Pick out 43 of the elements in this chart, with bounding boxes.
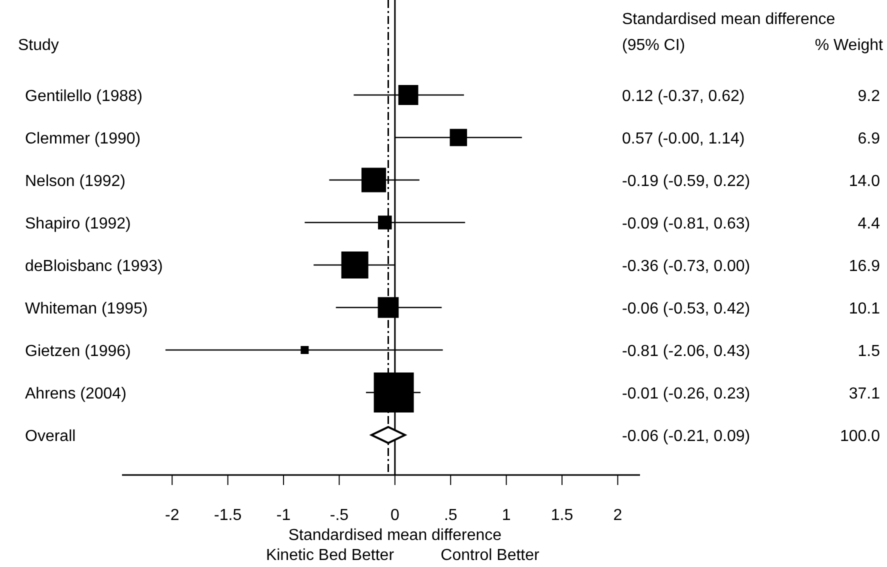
text: 14.0 <box>848 173 880 190</box>
text: 9.2 <box>858 88 880 105</box>
text: % Weight <box>814 37 884 54</box>
data-label: -0.36 (-0.73, 0.00) <box>622 258 750 275</box>
text: 37.1 <box>848 386 880 402</box>
data-label: 0.12 (-0.37, 0.62) <box>622 88 745 105</box>
data-label: 0.57 (-0.00, 1.14) <box>622 130 745 148</box>
x-tick-label: 1 <box>502 507 511 524</box>
data-label: -0.09 (-0.81, 0.63) <box>622 216 750 232</box>
text: 16.9 <box>848 258 880 275</box>
text: 10.1 <box>848 300 880 318</box>
y-tick-label: Gentilello (1988) <box>25 88 142 105</box>
data-label: -0.19 (-0.59, 0.22) <box>622 173 750 190</box>
text: Standardised mean difference <box>622 11 836 28</box>
data-label: -0.81 (-2.06, 0.43) <box>622 343 750 360</box>
y-tick-label: Gietzen (1996) <box>25 343 131 360</box>
x-tick-label: 1.5 <box>550 507 574 524</box>
x-tick-label: 2 <box>613 507 622 524</box>
text: 100.0 <box>840 428 880 445</box>
text: Study <box>18 37 59 54</box>
x-tick-label: 0 <box>390 507 400 524</box>
text: (95% CI) <box>622 37 686 54</box>
text: Control Better <box>440 547 540 564</box>
y-tick-label: Overall <box>25 428 76 445</box>
text: Kinetic Bed Better <box>266 547 395 564</box>
x-tick-label: -.5 <box>330 507 349 524</box>
x-axis-title: Standardised mean difference <box>288 527 502 544</box>
x-tick-label: .5 <box>444 507 458 524</box>
x-tick-label: -1.5 <box>214 507 242 524</box>
data-label: -0.01 (-0.26, 0.23) <box>622 386 750 402</box>
annotation: -0.06 (-0.21, 0.09) <box>622 428 750 445</box>
y-tick-label: Whiteman (1995) <box>25 300 148 318</box>
y-tick-label: Shapiro (1992) <box>25 216 131 232</box>
y-tick-label: deBloisbanc (1993) <box>25 258 163 275</box>
x-tick-label: -1 <box>276 507 291 524</box>
y-tick-label: Clemmer (1990) <box>25 130 141 148</box>
text: 1.5 <box>858 343 880 360</box>
text: 4.4 <box>858 216 880 232</box>
text: 6.9 <box>858 130 880 148</box>
data-label: -0.06 (-0.53, 0.42) <box>622 300 750 318</box>
y-tick-label: Ahrens (2004) <box>25 386 126 402</box>
y-tick-label: Nelson (1992) <box>25 173 126 190</box>
x-tick-label: -2 <box>165 507 180 524</box>
